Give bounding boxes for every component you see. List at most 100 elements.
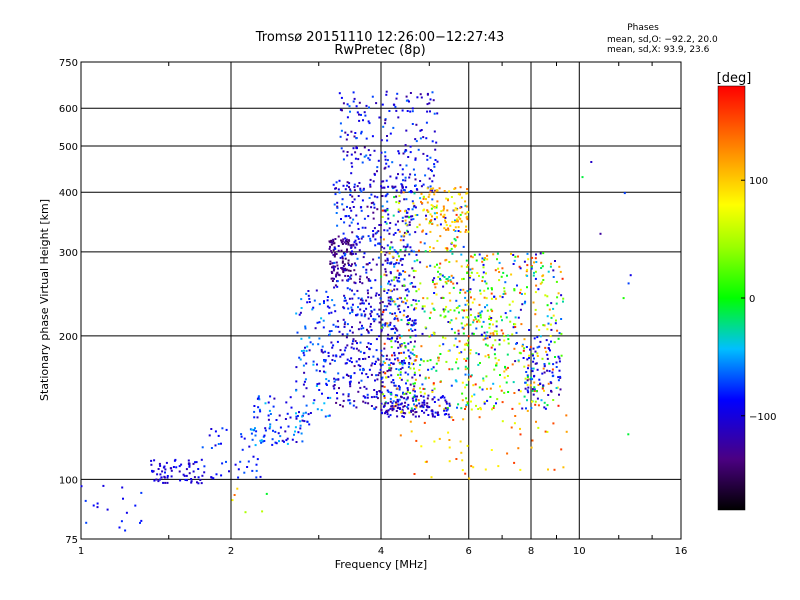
- echo-point: [369, 279, 372, 282]
- echo-point: [483, 402, 486, 405]
- echo-point: [348, 297, 351, 300]
- echo-point: [467, 211, 470, 213]
- echo-point: [401, 173, 404, 176]
- echo-point: [376, 357, 379, 360]
- echo-point: [386, 244, 389, 247]
- echo-point: [385, 274, 388, 277]
- echo-point: [384, 155, 387, 158]
- echo-point: [484, 355, 487, 358]
- echo-point: [387, 415, 390, 418]
- echo-point: [541, 265, 544, 268]
- echo-point: [405, 129, 408, 132]
- echo-point: [441, 395, 444, 398]
- echo-point: [140, 519, 143, 522]
- echo-point: [381, 323, 384, 326]
- echo-point: [559, 388, 562, 391]
- echo-point: [404, 246, 407, 249]
- echo-point: [523, 338, 526, 341]
- echo-point: [377, 159, 380, 162]
- echo-point: [364, 396, 367, 399]
- echo-point: [537, 404, 540, 407]
- echo-point: [394, 317, 396, 320]
- echo-point: [431, 415, 434, 418]
- echo-point: [333, 246, 336, 249]
- echo-point: [402, 405, 405, 408]
- echo-point: [433, 112, 436, 115]
- echo-point: [349, 329, 352, 332]
- echo-point: [423, 310, 426, 313]
- echo-point: [521, 345, 524, 348]
- echo-point: [386, 389, 389, 392]
- echo-point: [423, 399, 426, 402]
- echo-point: [390, 262, 393, 265]
- echo-point: [351, 201, 354, 203]
- echo-point: [390, 374, 393, 377]
- echo-point: [362, 266, 365, 269]
- echo-point: [174, 458, 177, 461]
- echo-point: [439, 353, 442, 355]
- echo-point: [369, 312, 372, 315]
- echo-point: [432, 281, 434, 283]
- echo-point: [469, 288, 472, 291]
- echo-point: [370, 193, 373, 196]
- echo-point: [356, 185, 359, 188]
- echo-point: [397, 346, 400, 349]
- echo-point: [442, 216, 445, 218]
- echo-point: [175, 466, 178, 469]
- echo-point: [379, 302, 382, 305]
- echo-point: [281, 439, 284, 442]
- echo-point: [372, 355, 375, 358]
- echo-point: [464, 343, 467, 346]
- echo-point: [271, 438, 274, 441]
- echo-point: [546, 404, 549, 407]
- echo-point: [391, 161, 394, 164]
- echo-point: [381, 313, 384, 316]
- echo-point: [486, 258, 489, 261]
- echo-point: [255, 469, 258, 472]
- echo-point: [366, 346, 368, 348]
- echo-point: [431, 189, 434, 192]
- echo-point: [398, 368, 400, 371]
- echo-point: [348, 359, 351, 362]
- echo-point: [426, 209, 429, 212]
- echo-point: [382, 311, 385, 313]
- echo-point: [432, 205, 435, 208]
- echo-point: [372, 180, 375, 183]
- echo-point: [341, 405, 344, 408]
- echo-point: [495, 330, 498, 333]
- echo-point: [302, 364, 305, 367]
- echo-point: [354, 340, 357, 343]
- echo-point: [466, 271, 469, 274]
- echo-point: [409, 351, 412, 354]
- echo-point: [389, 248, 392, 250]
- echo-point: [196, 481, 198, 484]
- echo-point: [261, 510, 264, 513]
- echo-point: [305, 292, 308, 295]
- echo-point: [321, 345, 324, 348]
- echo-point: [378, 321, 381, 324]
- echo-point: [379, 363, 382, 366]
- echo-point: [261, 440, 264, 443]
- echo-point: [514, 360, 517, 363]
- echo-point: [531, 256, 534, 259]
- echo-point: [490, 317, 493, 319]
- echo-point: [455, 260, 458, 263]
- echo-point: [365, 263, 368, 266]
- echo-point: [534, 291, 537, 294]
- echo-point: [419, 241, 422, 244]
- echo-point: [431, 413, 434, 416]
- echo-point: [472, 332, 475, 335]
- echo-point: [363, 310, 366, 313]
- echo-point: [347, 395, 350, 398]
- echo-point: [372, 235, 375, 238]
- echo-point: [557, 404, 560, 407]
- echo-point: [358, 241, 361, 244]
- echo-point: [415, 140, 418, 143]
- echo-point: [188, 472, 191, 475]
- echo-point: [429, 221, 432, 224]
- echo-point: [410, 282, 413, 284]
- echo-point: [399, 209, 402, 212]
- echo-point: [362, 369, 365, 372]
- echo-point: [396, 415, 399, 418]
- echo-point: [444, 247, 447, 250]
